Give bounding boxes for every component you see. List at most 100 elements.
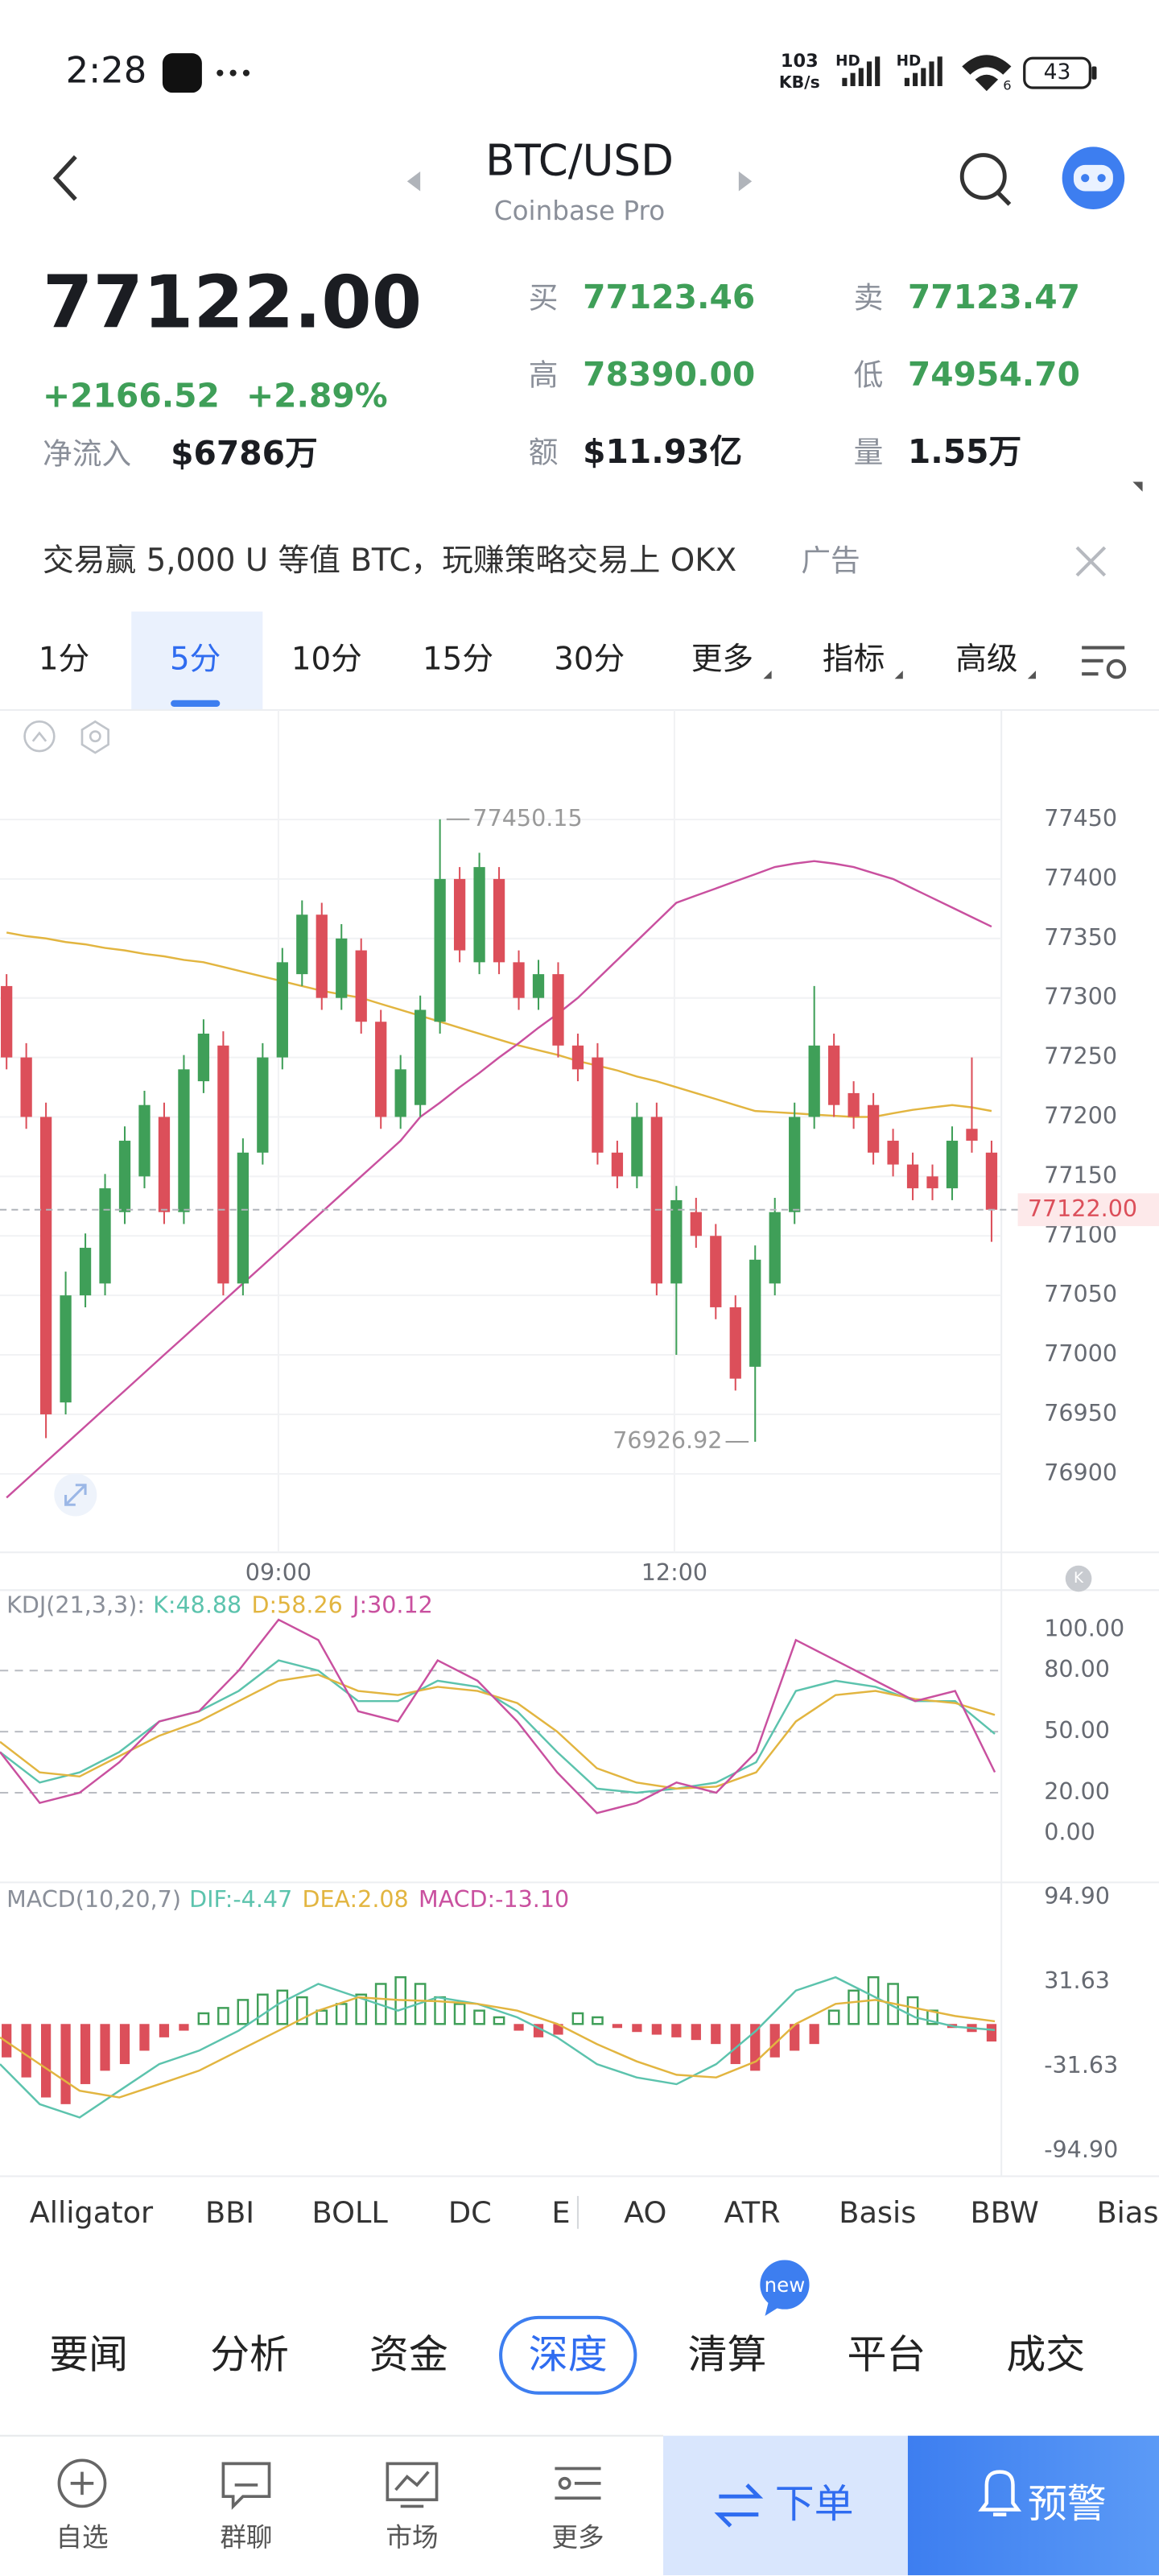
indicator-tab[interactable]: Alligator — [30, 2195, 154, 2230]
search-button[interactable] — [959, 153, 1012, 206]
price-change-pct: +2.89% — [246, 377, 388, 415]
macd-bar — [711, 2024, 721, 2045]
candle-body — [60, 1295, 72, 1403]
fullscreen-button[interactable] — [54, 1473, 97, 1517]
pair-title: BTC/USD — [485, 135, 674, 185]
alert-button[interactable] — [907, 2435, 1159, 2576]
candle-body — [828, 1045, 840, 1105]
indicator-tab[interactable]: DC — [448, 2195, 492, 2230]
wifi-label: 6 — [1003, 77, 1011, 93]
candle-body — [592, 1057, 604, 1153]
candle-body — [316, 914, 328, 998]
indicator-tab[interactable]: AO — [624, 2195, 666, 2230]
hd-label: HD — [897, 52, 922, 69]
candle-body — [966, 1129, 978, 1141]
interval-tab[interactable]: 30分 — [554, 641, 625, 677]
bottom-tab[interactable]: 更多 — [551, 2522, 604, 2553]
candle-body — [39, 1117, 52, 1414]
macd-bar — [809, 2024, 819, 2045]
stat-label: 额 — [529, 435, 559, 469]
macd-bar — [80, 2024, 91, 2084]
indicator-tab[interactable]: BBI — [205, 2195, 254, 2230]
macd-bar — [355, 1993, 368, 2025]
news-tab[interactable]: 要闻 — [49, 2331, 128, 2377]
chart-settings[interactable] — [1082, 646, 1127, 679]
macd-bar — [592, 2016, 604, 2025]
macd-bar — [986, 2024, 997, 2042]
bottom-tab[interactable]: 群聊 — [220, 2522, 272, 2553]
y-tick-label: 77400 — [1044, 864, 1117, 891]
news-tab[interactable]: 清算 — [688, 2331, 767, 2377]
interval-tab[interactable]: 指标 — [823, 641, 885, 677]
candle-body — [769, 1212, 781, 1284]
candle-body — [276, 962, 288, 1058]
moving-average — [6, 931, 992, 1118]
news-badge: new — [757, 2256, 813, 2316]
last-price-label: 77122.00 — [1028, 1195, 1137, 1222]
news-tab[interactable]: 深度 — [529, 2331, 608, 2377]
indicator-tab[interactable]: Bias — [1096, 2195, 1158, 2230]
expand-indicator[interactable] — [1132, 481, 1143, 492]
alert-label: 预警 — [1028, 2481, 1107, 2527]
indicator-tab[interactable]: E — [551, 2195, 570, 2230]
assistant-avatar[interactable] — [1062, 147, 1125, 209]
next-pair[interactable] — [738, 171, 753, 192]
candle-body — [848, 1092, 860, 1117]
macd-bar — [906, 1996, 919, 2025]
stat-label: 买 — [529, 281, 559, 316]
indicator-line — [0, 1674, 996, 1790]
battery-tip — [1091, 66, 1097, 80]
candle-body — [493, 878, 505, 963]
candle-body — [513, 962, 525, 998]
legend-title: MACD(10,20,7) — [6, 1885, 181, 1913]
indicator-tab[interactable]: ATR — [724, 2195, 780, 2230]
interval-tab[interactable]: 高级 — [955, 641, 1017, 677]
news-tab[interactable]: 分析 — [210, 2331, 289, 2377]
prev-pair[interactable] — [406, 171, 421, 192]
stat-value: 74954.70 — [908, 355, 1080, 394]
indicator-tab[interactable]: Basis — [839, 2195, 916, 2230]
interval-tab[interactable]: 10分 — [291, 641, 362, 677]
x-tick-label: 09:00 — [245, 1558, 311, 1586]
news-tab[interactable]: 平台 — [847, 2331, 926, 2377]
news-tab[interactable]: 资金 — [369, 2331, 448, 2377]
chart-tools[interactable] — [23, 720, 109, 754]
interval-tab[interactable]: 1分 — [39, 641, 89, 677]
candle-body — [926, 1176, 938, 1189]
ad-text[interactable]: 交易赢 5,000 U 等值 BTC，玩赚策略交易上 OKX — [43, 543, 736, 579]
bottom-tab[interactable]: 自选 — [56, 2522, 108, 2553]
interval-tab[interactable]: 15分 — [423, 641, 493, 677]
inflow-label: 净流入 — [43, 436, 131, 471]
indicator-line — [0, 1975, 996, 2119]
indicator-tab[interactable]: BBW — [970, 2195, 1038, 2230]
y-tick-label: -94.90 — [1044, 2136, 1118, 2163]
moving-average — [6, 860, 992, 1499]
news-tab[interactable]: 成交 — [1006, 2331, 1085, 2377]
candle-body — [355, 950, 367, 1022]
k-button[interactable]: K — [1065, 1565, 1092, 1592]
candle-body — [237, 1152, 250, 1284]
back-button[interactable] — [52, 155, 77, 201]
status-dots — [217, 69, 250, 76]
bottom-tab[interactable]: 市场 — [386, 2522, 438, 2553]
candle-body — [985, 1152, 998, 1210]
stat-label: 卖 — [854, 281, 884, 316]
ad-close[interactable] — [1075, 546, 1107, 577]
candle-body — [729, 1307, 741, 1379]
candle-body — [631, 1117, 643, 1177]
order-button[interactable] — [663, 2435, 908, 2576]
candle-body — [158, 1117, 171, 1212]
interval-tab[interactable]: 5分 — [170, 641, 221, 677]
macd-bar — [237, 1999, 250, 2025]
indicator-tab[interactable]: BOLL — [312, 2195, 389, 2230]
macd-bar — [671, 2024, 682, 2037]
legend-title: KDJ(21,3,3): — [6, 1591, 145, 1619]
candle-body — [118, 1141, 131, 1212]
candle-body — [571, 1045, 584, 1070]
interval-tab[interactable]: 更多 — [691, 641, 754, 677]
dropdown-mark — [763, 671, 772, 679]
candle-body — [710, 1236, 722, 1307]
legend-item: D:58.26 — [251, 1591, 342, 1619]
